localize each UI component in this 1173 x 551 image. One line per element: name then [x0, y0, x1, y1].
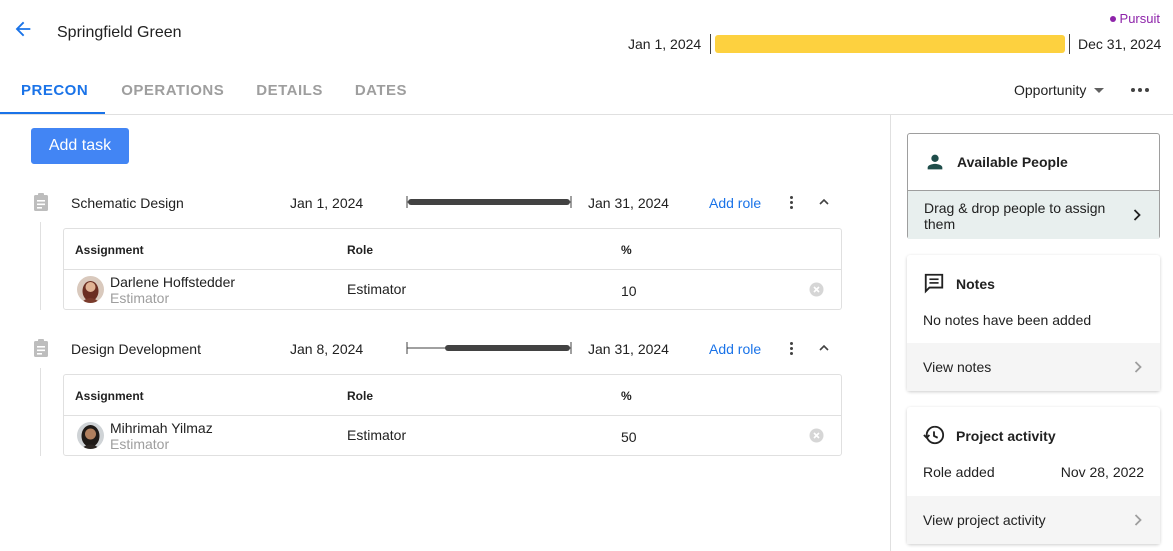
- assignment-table: Assignment Role % Darlene Hoffstedder Es…: [63, 228, 842, 310]
- drag-drop-hint: Drag & drop people to assign them: [924, 200, 1106, 232]
- project-start-date: Jan 1, 2024: [628, 36, 702, 52]
- view-project-activity-button[interactable]: View project activity: [907, 496, 1160, 544]
- assignee-name: Darlene Hoffstedder: [110, 274, 236, 290]
- tab-operations[interactable]: OPERATIONS: [121, 81, 225, 99]
- history-icon: [923, 424, 945, 446]
- project-timeline-bar: [715, 35, 1065, 53]
- column-header-percent: %: [621, 389, 632, 403]
- task-timeline: [406, 342, 572, 354]
- activity-entry-date: Nov 28, 2022: [1060, 464, 1144, 480]
- assignment-role[interactable]: Estimator: [347, 427, 407, 443]
- chevron-up-icon[interactable]: [817, 195, 831, 209]
- column-header-role: Role: [347, 389, 374, 403]
- task-start-date: Jan 1, 2024: [290, 195, 364, 211]
- chevron-right-icon: [1133, 209, 1141, 221]
- project-end-date: Dec 31, 2024: [1078, 36, 1162, 52]
- assignment-percent[interactable]: 10: [621, 283, 637, 299]
- chevron-right-icon: [1134, 514, 1142, 526]
- assignment-table: Assignment Role % Mihrimah Yilmaz Estima…: [63, 374, 842, 456]
- project-activity-card: Project activity Role added Nov 28, 2022…: [907, 407, 1160, 544]
- activity-entry-label: Role added: [923, 464, 995, 480]
- person-icon: [924, 151, 946, 173]
- column-header-assignment: Assignment: [75, 389, 144, 403]
- task-timeline: [406, 196, 572, 208]
- view-project-activity-label: View project activity: [923, 512, 1046, 528]
- clipboard-icon: [33, 193, 49, 211]
- tabs-divider: [0, 114, 1173, 115]
- view-notes-label: View notes: [923, 359, 992, 375]
- caret-down-icon: [1094, 87, 1105, 93]
- task-more-icon[interactable]: [790, 342, 794, 355]
- row-divider: [64, 269, 841, 270]
- clipboard-icon: [33, 339, 49, 357]
- project-activity-title: Project activity: [956, 428, 1056, 444]
- task-name: Schematic Design: [71, 195, 184, 211]
- back-arrow-icon[interactable]: [12, 18, 34, 40]
- assignee-title: Estimator: [110, 290, 170, 306]
- tab-dates[interactable]: DATES: [354, 81, 408, 99]
- opportunity-dropdown[interactable]: Opportunity: [1014, 82, 1105, 98]
- assignee-name: Mihrimah Yilmaz: [110, 420, 213, 436]
- task-name: Design Development: [71, 341, 201, 357]
- task-start-date: Jan 8, 2024: [290, 341, 364, 357]
- row-divider: [64, 415, 841, 416]
- status-badge: Pursuit: [1109, 11, 1160, 26]
- task-end-date: Jan 31, 2024: [588, 341, 669, 357]
- chevron-up-icon[interactable]: [817, 341, 831, 355]
- panel-divider: [890, 115, 891, 551]
- task-connector-line: [40, 222, 41, 310]
- available-people-card: Available People Drag & drop people to a…: [907, 133, 1160, 239]
- available-people-title: Available People: [957, 154, 1068, 170]
- assignee-title: Estimator: [110, 436, 170, 452]
- task-end-date: Jan 31, 2024: [588, 195, 669, 211]
- project-title: Springfield Green: [57, 24, 182, 41]
- remove-circle-icon[interactable]: [809, 428, 824, 443]
- add-role-link[interactable]: Add role: [709, 195, 762, 211]
- add-role-link[interactable]: Add role: [709, 341, 762, 357]
- tab-bar: PRECON OPERATIONS DETAILS DATES: [0, 66, 423, 114]
- notes-card: Notes No notes have been added View note…: [907, 255, 1160, 391]
- add-task-button[interactable]: Add task: [31, 128, 129, 164]
- avatar: [77, 276, 104, 303]
- drag-drop-people-button[interactable]: Drag & drop people to assign them: [908, 190, 1159, 239]
- more-options-icon[interactable]: [1131, 88, 1149, 92]
- remove-circle-icon[interactable]: [809, 282, 824, 297]
- comment-icon: [923, 272, 945, 294]
- opportunity-dropdown-value: Opportunity: [1014, 82, 1087, 98]
- notes-empty-message: No notes have been added: [923, 312, 1092, 328]
- task-connector-line: [40, 368, 41, 456]
- column-header-assignment: Assignment: [75, 243, 144, 257]
- timeline-start-tick: [710, 34, 711, 54]
- notes-title: Notes: [956, 276, 995, 292]
- status-dot-icon: [1109, 15, 1116, 22]
- status-label: Pursuit: [1119, 11, 1160, 26]
- tab-details[interactable]: DETAILS: [256, 81, 323, 99]
- tab-precon[interactable]: PRECON: [0, 66, 106, 114]
- view-notes-button[interactable]: View notes: [907, 343, 1160, 391]
- column-header-role: Role: [347, 243, 374, 257]
- timeline-end-tick: [1069, 34, 1070, 54]
- task-more-icon[interactable]: [790, 196, 794, 209]
- column-header-percent: %: [621, 243, 632, 257]
- avatar: [77, 422, 104, 449]
- chevron-right-icon: [1134, 361, 1142, 373]
- assignment-percent[interactable]: 50: [621, 429, 637, 445]
- assignment-role[interactable]: Estimator: [347, 281, 407, 297]
